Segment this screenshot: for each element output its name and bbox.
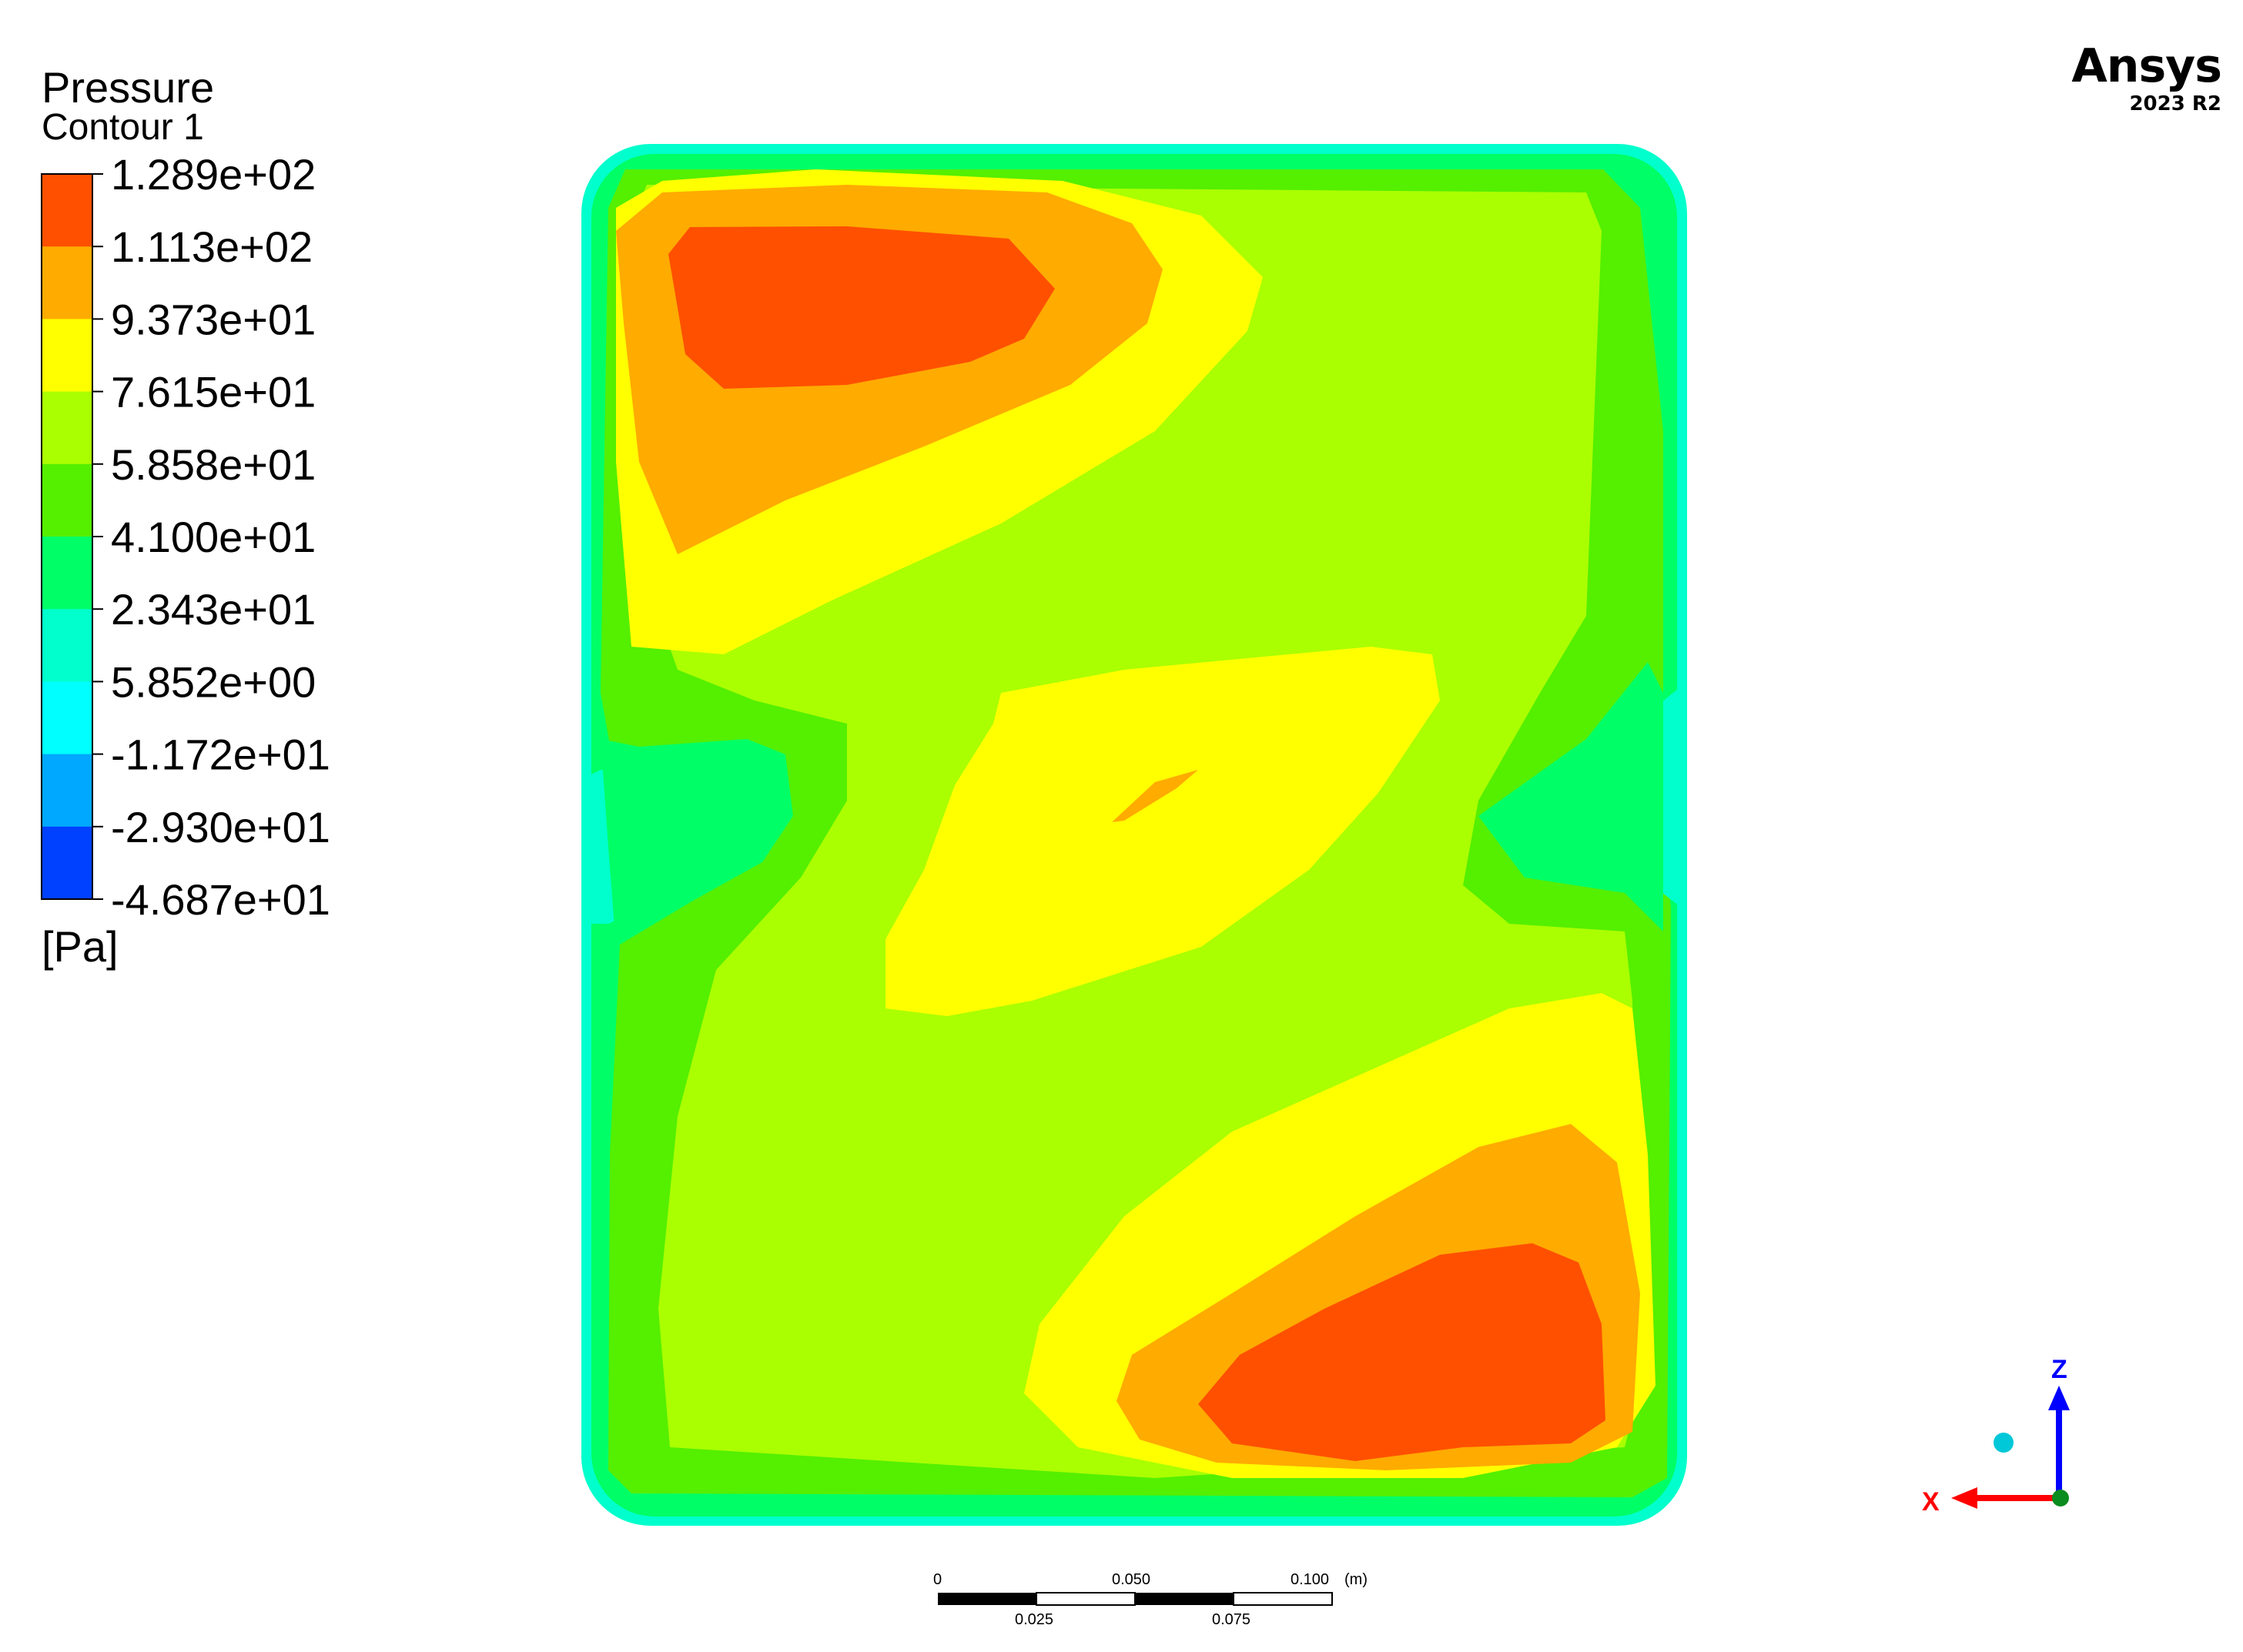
z-axis-label: Z [2051,1355,2067,1384]
legend-level-label: 2.343e+01 [111,585,316,634]
y-axis-origin-marker [2052,1490,2069,1507]
legend-title: Pressure [42,63,215,112]
contour-top-left-red [668,226,1055,389]
contour-field [581,144,1687,1526]
legend-level-label: 5.852e+00 [111,657,316,706]
legend-level-label: 4.100e+01 [111,513,316,561]
x-axis-label: X [1922,1487,1940,1517]
contour-bottom-right-red [1198,1243,1605,1461]
legend-level-label: 1.289e+02 [111,150,316,199]
legend-band [42,463,92,537]
scale-bar-bottom-label: 0.025 [1015,1611,1053,1628]
legend-tick-labels: 1.289e+02 1.113e+02 9.373e+01 7.615e+01 5.85… [92,150,330,924]
legend-level-label: -1.172e+01 [111,731,330,779]
legend-band [42,391,92,465]
scale-bar-segment-4 [1233,1592,1333,1606]
scale-bar-top-label: 0.050 [1112,1571,1150,1588]
scale-bar-top-label: 0 [933,1571,942,1588]
contour-center-orange-sliver [1112,770,1198,822]
legend-level-label: 5.858e+01 [111,440,316,489]
legend-band [42,609,92,682]
scale-bar-segment-2 [1036,1592,1136,1606]
scale-bar-unit: (m) [1344,1571,1368,1588]
legend-level-label: 9.373e+01 [111,295,316,343]
legend-band [42,826,92,900]
scale-bar-top-label: 0.100 [1291,1571,1329,1588]
z-axis-arrowhead [2048,1386,2070,1410]
view-center-marker [1994,1433,2014,1453]
legend-colorbar [41,173,93,900]
legend-subtitle: Contour 1 [42,107,204,148]
legend-unit: [Pa] [42,922,119,971]
legend-band [42,174,92,247]
contour-right-notch-ring [1478,662,1663,931]
scale-bar-segment-1 [938,1593,1036,1605]
x-axis-arrowhead [1951,1487,1977,1509]
brand-name: Ansys [2071,39,2222,93]
legend-level-label: 1.113e+02 [111,222,313,271]
legend-level-label: -2.930e+01 [111,803,330,851]
scale-bar: 0 0.050 0.100 (m) 0.025 0.075 [933,1571,1368,1628]
scale-bar-bottom-label: 0.075 [1212,1611,1250,1628]
legend-band [42,754,92,828]
legend-band [42,681,92,755]
contour-center-yellow [885,647,1440,1016]
legend-level-label: 7.615e+01 [111,368,316,416]
legend-band [42,246,92,319]
legend-band [42,537,92,610]
ansys-logo: Ansys 2023 R2 [2071,39,2222,115]
contour-left-notch-ring [601,739,793,947]
brand-version: 2023 R2 [2129,92,2221,115]
legend-band [42,319,92,393]
scale-bar-segment-3 [1135,1593,1234,1605]
legend-level-label: -4.687e+01 [111,875,330,924]
orientation-triad[interactable]: Z X [1922,1355,2070,1517]
